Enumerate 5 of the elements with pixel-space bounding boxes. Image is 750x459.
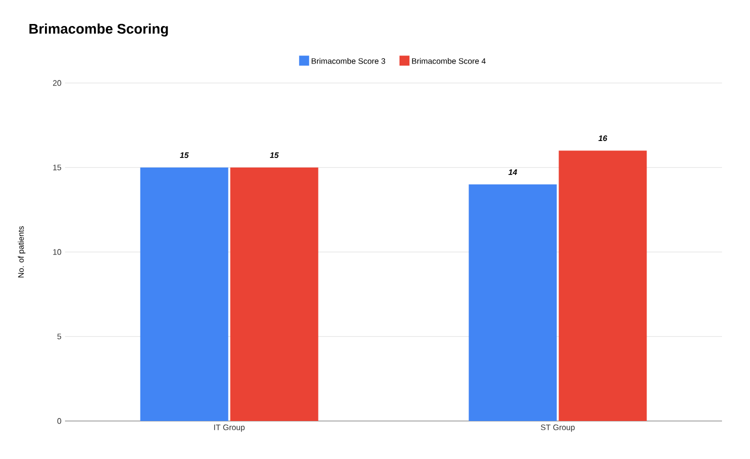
bar <box>230 167 318 421</box>
chart-title: Brimacombe Scoring <box>29 23 168 37</box>
bar <box>468 184 557 421</box>
bar <box>140 167 228 421</box>
bar <box>558 150 647 421</box>
